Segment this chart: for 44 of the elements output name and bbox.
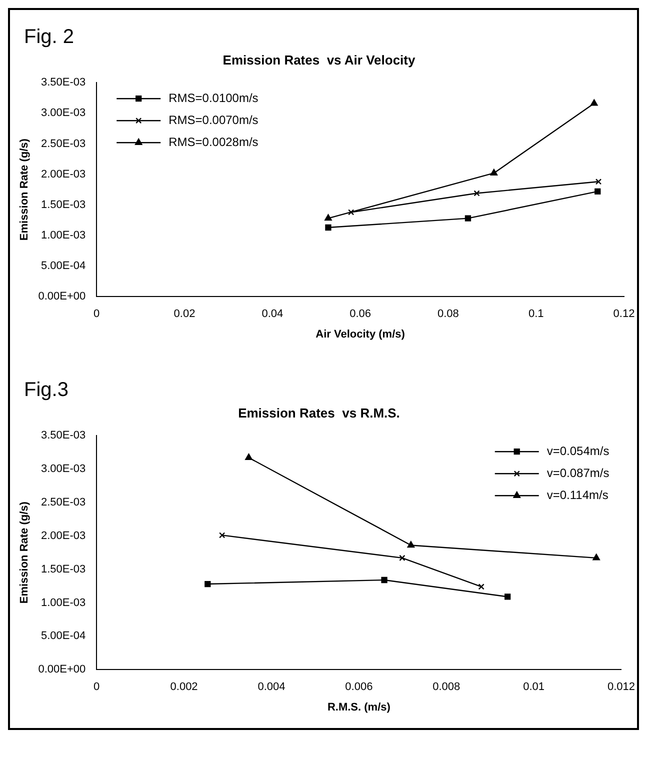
x-tick-label: 0.006 [345,681,373,694]
y-tick-label: 3.00E-03 [40,107,86,120]
legend-label: RMS=0.0028m/s [168,134,258,149]
y-tick-label: 5.00E-04 [40,630,86,642]
x-tick-label: 0.12 [613,308,635,320]
y-tick-label: 2.50E-03 [40,496,86,508]
legend-label: RMS=0.0100m/s [168,90,258,105]
caption: Fig. 2 [23,25,76,49]
x-axis-title: R.M.S. (m/s) [327,701,391,714]
legend-label: v=0.054m/s [546,444,610,458]
y-tick-label: 2.00E-03 [40,530,86,542]
x-tick-label: 0 [94,308,100,320]
y-tick-label: 2.00E-03 [40,168,86,180]
y-tick-label: 2.50E-03 [40,138,86,150]
y-axis-title: Emission Rate (g/s) [18,501,31,604]
y-tick-label: 5.00E-04 [40,260,86,272]
x-tick-label: 0.06 [350,308,372,320]
x-axis-title: Air Velocity (m/s) [316,328,406,340]
legend-label: v=0.087m/s [546,466,610,480]
chart-title: Emission Rates vs Air Velocity [222,52,416,68]
x-tick-label: 0.008 [432,681,460,694]
x-tick-label: 0.04 [262,308,284,320]
x-tick-label: 0.1 [528,308,544,320]
y-tick-label: 3.50E-03 [40,76,86,89]
y-tick-label: 1.00E-03 [40,596,86,609]
x-tick-label: 0.08 [437,308,459,320]
y-tick-label: 3.00E-03 [40,463,86,476]
y-tick-label: 1.00E-03 [40,229,86,242]
y-tick-label: 1.50E-03 [40,563,86,576]
y-tick-label: 3.50E-03 [40,430,86,442]
y-tick-label: 0.00E+00 [38,290,86,303]
legend-label: v=0.114m/s [546,488,608,502]
x-tick-label: 0.02 [174,308,196,320]
y-axis-title: Emission Rate (g/s) [18,138,31,241]
legend-label: RMS=0.0070m/s [168,112,258,127]
x-tick-label: 0.002 [170,681,198,694]
x-tick-label: 0.004 [258,681,286,694]
chart-title: Emission Rates vs R.M.S. [238,405,400,420]
y-tick-label: 1.50E-03 [40,198,86,211]
x-tick-label: 0.012 [607,681,635,694]
caption: Fig.3 [23,378,70,402]
y-tick-label: 0.00E+00 [38,664,86,676]
x-tick-label: 0.01 [523,681,545,694]
x-tick-label: 0 [94,681,100,694]
